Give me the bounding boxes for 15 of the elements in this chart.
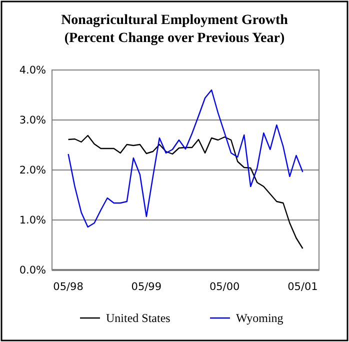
line-series (68, 134, 304, 250)
legend-label: Wyoming (236, 311, 284, 326)
y-tick-label: 1.0% (19, 214, 46, 227)
y-tick-label: 0.0% (19, 264, 46, 277)
y-tick-label: 3.0% (19, 114, 46, 127)
y-tick-label: 4.0% (19, 64, 46, 77)
y-tick-label: 2.0% (19, 164, 46, 177)
x-tick-label: 05/99 (131, 281, 162, 293)
x-tick-label: 05/98 (53, 281, 84, 293)
x-tick-label: 05/00 (209, 281, 240, 293)
line-series (68, 89, 304, 228)
chart-title: Nonagricultural Employment Growth (61, 13, 288, 28)
x-tick-label: 05/01 (288, 281, 318, 293)
legend-label: United States (106, 311, 171, 326)
chart-subtitle: (Percent Change over Previous Year) (64, 31, 285, 46)
